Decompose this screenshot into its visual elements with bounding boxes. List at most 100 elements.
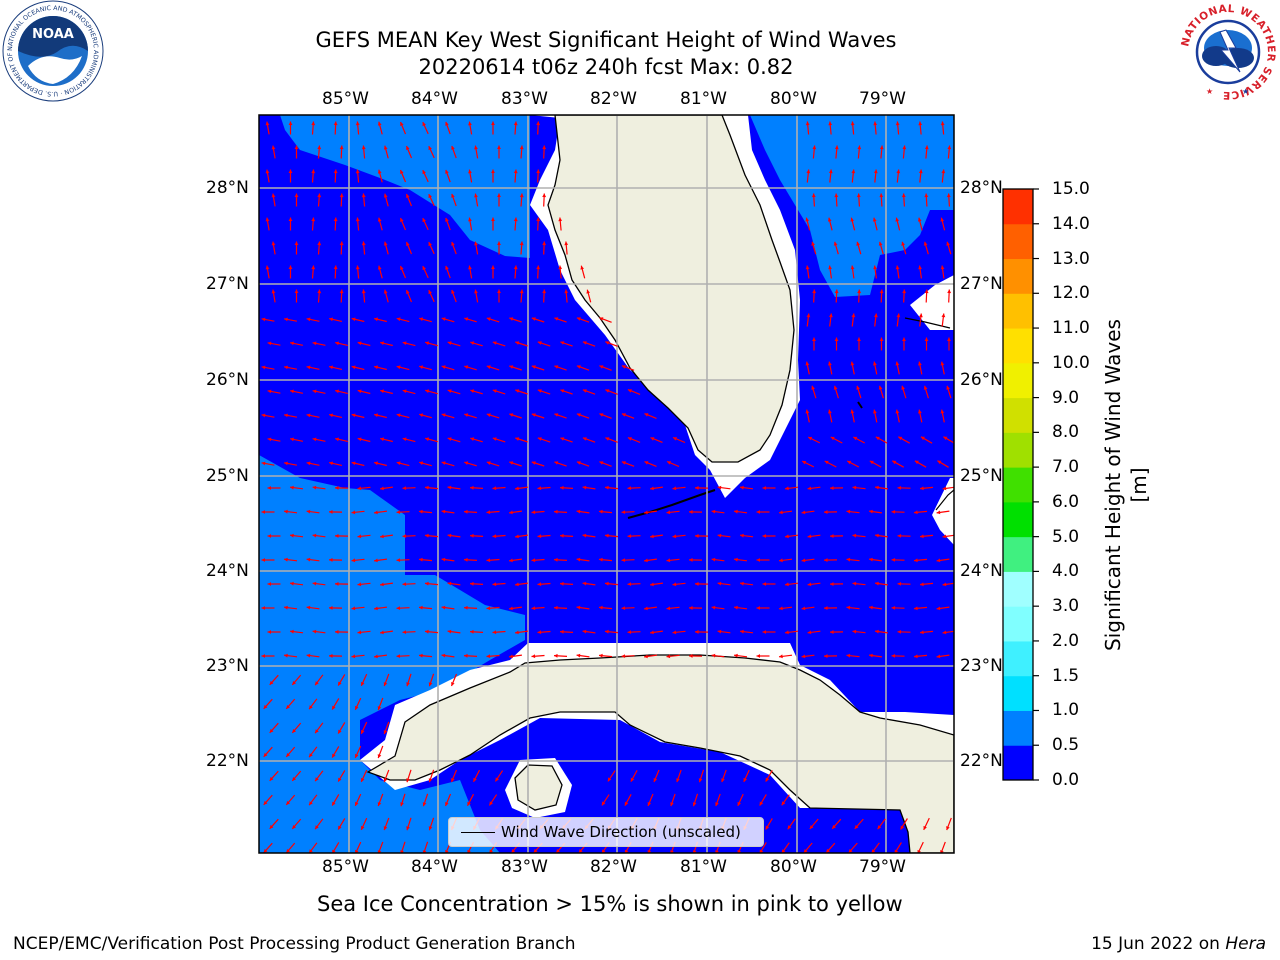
wind-wave-arrowhead: [286, 801, 290, 805]
wind-wave-arrowhead: [576, 317, 581, 321]
colorbar-tick-label: 3.0: [1052, 596, 1080, 617]
wind-wave-arrowhead: [441, 605, 446, 610]
wind-wave-arrowhead: [267, 534, 271, 538]
wind-wave-arrowhead: [914, 606, 918, 611]
wind-wave-arrowhead: [309, 705, 313, 710]
wind-wave-arrowhead: [542, 193, 547, 198]
wind-wave-arrowhead: [830, 582, 834, 586]
wind-wave-arrowhead: [315, 729, 319, 734]
wind-wave-arrowhead: [422, 170, 426, 175]
wind-wave-arrowhead: [666, 654, 671, 659]
wind-wave-arrowhead: [852, 629, 857, 634]
wind-wave-arrowhead: [940, 409, 945, 414]
colorbar-tick-label: 6.0: [1052, 491, 1080, 512]
wind-wave-arrowhead: [317, 241, 322, 246]
wind-wave-arrowhead: [396, 558, 401, 562]
wind-wave-arrowhead: [833, 385, 838, 390]
wind-wave-arrowhead: [869, 509, 873, 514]
wind-wave-arrowhead: [383, 193, 388, 198]
svg-text:★: ★: [1206, 87, 1213, 96]
wind-wave-arrowhead: [464, 653, 468, 658]
wind-wave-arrowhead: [406, 826, 410, 831]
wind-wave-arrowhead: [829, 313, 833, 318]
wind-wave-arrowhead: [269, 824, 274, 829]
wind-wave-arrowhead: [402, 534, 407, 538]
colorbar-band: [1003, 189, 1033, 225]
wind-wave-arrowhead: [374, 365, 378, 370]
wind-wave-arrowhead: [261, 317, 266, 322]
wind-wave-arrowhead: [564, 289, 569, 294]
wind-wave-arrowhead: [265, 265, 270, 270]
wind-wave-arrowhead: [877, 825, 882, 830]
wind-wave-arrowhead: [537, 582, 542, 587]
wind-wave-arrowhead: [947, 337, 951, 341]
wind-wave-arrowhead: [332, 753, 336, 758]
wind-wave-arrowhead: [312, 437, 317, 442]
wind-wave-arrowhead: [850, 121, 855, 126]
wind-wave-arrowhead: [422, 218, 426, 223]
map-legend: Wind Wave Direction (unscaled): [448, 817, 764, 847]
wind-wave-arrowhead: [923, 241, 928, 246]
wind-wave-arrowhead: [380, 341, 385, 346]
wind-wave-arrowhead: [852, 533, 857, 538]
wind-wave-arrowhead: [380, 534, 384, 539]
wind-wave-arrowhead: [869, 653, 873, 658]
wind-wave-arrowhead: [812, 145, 817, 150]
wind-wave-arrowhead: [294, 193, 299, 197]
wind-wave-arrowhead: [762, 630, 766, 634]
wind-wave-arrowhead: [396, 654, 401, 658]
wind-wave-arrowhead: [805, 121, 810, 126]
wind-wave-arrowhead: [470, 485, 474, 490]
wind-wave-arrowhead: [467, 849, 471, 853]
wind-wave-arrowhead: [515, 437, 520, 441]
wind-wave-arrowhead: [422, 122, 426, 127]
wind-wave-arrowhead: [920, 436, 925, 441]
wind-wave-arrowhead: [269, 680, 274, 685]
wind-wave-arrowhead: [288, 169, 293, 173]
wind-wave-arrowhead: [329, 558, 333, 562]
lon-label-top: 79°W: [859, 89, 906, 109]
wind-wave-arrowhead: [854, 825, 859, 829]
wind-wave-arrowhead: [801, 654, 806, 659]
wind-wave-arrowhead: [851, 313, 856, 318]
wind-wave-direction-arrows: [261, 121, 954, 853]
wind-wave-arrowhead: [425, 389, 430, 394]
wind-wave-arrowhead: [542, 145, 547, 150]
wind-wave-arrowhead: [536, 121, 541, 126]
wind-wave-arrowhead: [846, 653, 851, 658]
wind-wave-arrowhead: [894, 849, 899, 853]
wind-wave-arrowhead: [492, 389, 497, 393]
wind-wave-arrowhead: [380, 437, 385, 442]
wind-wave-arrowhead: [447, 341, 452, 345]
wind-wave-arrowhead: [871, 849, 876, 853]
wind-wave-arrowhead: [464, 509, 468, 514]
wind-wave-arrowhead: [269, 776, 274, 781]
wind-wave-arrowhead: [400, 170, 404, 174]
wind-wave-arrowhead: [470, 437, 475, 441]
wind-wave-arrowhead: [383, 289, 388, 294]
colorbar-tick-label: 4.0: [1052, 561, 1080, 582]
wind-wave-arrowhead: [834, 289, 839, 294]
wind-wave-arrowhead: [672, 582, 677, 587]
wind-wave-arrowhead: [580, 265, 584, 270]
wind-wave-arrowhead: [558, 265, 563, 270]
wind-wave-arrowhead: [267, 486, 271, 490]
wind-wave-arrowhead: [329, 510, 333, 514]
wind-wave-arrowhead: [560, 341, 565, 345]
wind-wave-arrowhead: [824, 606, 828, 610]
wind-wave-arrowhead: [627, 389, 632, 393]
wind-wave-arrowhead: [537, 389, 542, 393]
wind-wave-arrowhead: [914, 558, 918, 563]
wind-wave-arrowhead: [464, 365, 469, 369]
lat-label-right: 22°N: [960, 751, 1003, 771]
footer-host: Hera: [1225, 934, 1266, 954]
wind-wave-arrowhead: [339, 289, 344, 294]
wind-wave-arrowhead: [361, 241, 366, 246]
lat-label-left: 25°N: [206, 466, 249, 486]
wind-wave-arrowhead: [406, 682, 410, 687]
wind-wave-arrowhead: [717, 629, 722, 634]
wind-wave-arrowhead: [621, 461, 626, 465]
lat-label-left: 27°N: [206, 274, 249, 294]
wind-wave-arrowhead: [419, 365, 424, 370]
colorbar-frame: [1002, 188, 1034, 781]
